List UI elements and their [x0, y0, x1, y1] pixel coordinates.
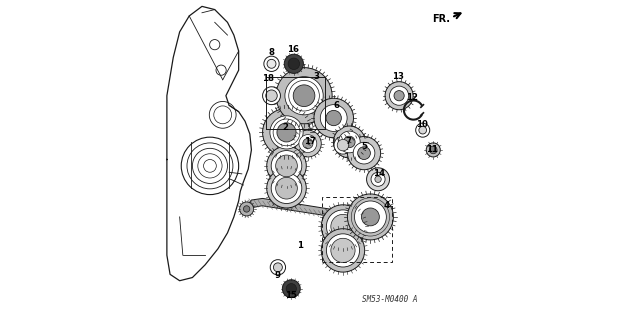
Text: 10: 10 — [416, 120, 428, 129]
Circle shape — [358, 147, 371, 160]
Circle shape — [262, 87, 280, 105]
Circle shape — [362, 208, 380, 226]
Circle shape — [334, 136, 352, 154]
Circle shape — [276, 155, 298, 177]
Circle shape — [344, 136, 355, 148]
FancyArrowPatch shape — [454, 13, 461, 18]
Circle shape — [267, 168, 307, 208]
Circle shape — [277, 123, 296, 142]
Text: 13: 13 — [392, 72, 404, 81]
Text: 5: 5 — [362, 142, 367, 151]
Circle shape — [285, 77, 323, 115]
Circle shape — [367, 168, 390, 191]
Text: 16: 16 — [287, 45, 299, 54]
Circle shape — [375, 176, 381, 182]
Circle shape — [348, 194, 394, 240]
Circle shape — [299, 135, 317, 152]
Circle shape — [314, 98, 353, 138]
Text: FR.: FR. — [432, 13, 450, 24]
Circle shape — [339, 131, 360, 153]
Circle shape — [282, 280, 300, 298]
Text: 2: 2 — [282, 123, 288, 132]
Text: 12: 12 — [406, 93, 419, 102]
Circle shape — [429, 146, 437, 154]
Circle shape — [243, 206, 250, 212]
Circle shape — [371, 172, 385, 186]
Circle shape — [271, 173, 302, 204]
Circle shape — [262, 108, 310, 156]
Circle shape — [394, 91, 404, 101]
Text: 6: 6 — [333, 101, 340, 110]
Circle shape — [273, 263, 282, 272]
Text: 17: 17 — [304, 137, 316, 146]
Text: 8: 8 — [269, 48, 275, 57]
Circle shape — [416, 123, 429, 137]
Text: 4: 4 — [384, 201, 390, 210]
Polygon shape — [246, 198, 355, 225]
Circle shape — [331, 238, 355, 263]
Circle shape — [267, 59, 276, 68]
Circle shape — [294, 130, 321, 157]
Circle shape — [266, 90, 277, 101]
Circle shape — [355, 201, 387, 233]
Circle shape — [270, 116, 303, 149]
Circle shape — [288, 58, 300, 70]
Text: 3: 3 — [314, 72, 320, 81]
Circle shape — [331, 214, 355, 239]
Circle shape — [321, 229, 365, 272]
Circle shape — [239, 202, 253, 216]
Circle shape — [333, 126, 365, 158]
Circle shape — [276, 177, 298, 199]
Circle shape — [337, 139, 349, 151]
Bar — [322, 197, 392, 262]
Circle shape — [426, 143, 440, 157]
Circle shape — [303, 138, 313, 149]
Circle shape — [326, 110, 341, 126]
Circle shape — [267, 146, 307, 186]
Circle shape — [320, 105, 347, 131]
Text: 9: 9 — [275, 271, 281, 280]
Text: SM53-M0400 A: SM53-M0400 A — [362, 295, 418, 304]
Text: 18: 18 — [262, 74, 275, 83]
Circle shape — [276, 68, 332, 124]
Text: 14: 14 — [373, 169, 385, 178]
Circle shape — [286, 284, 296, 294]
Circle shape — [326, 234, 360, 267]
Circle shape — [271, 151, 302, 181]
Circle shape — [284, 54, 303, 73]
Text: 11: 11 — [426, 145, 438, 154]
Circle shape — [385, 82, 413, 110]
Circle shape — [326, 210, 360, 243]
Text: 15: 15 — [285, 291, 297, 300]
Circle shape — [270, 260, 285, 275]
Circle shape — [321, 205, 365, 248]
Circle shape — [293, 85, 315, 107]
Circle shape — [419, 126, 426, 134]
Circle shape — [348, 137, 381, 170]
Circle shape — [390, 86, 409, 105]
Circle shape — [353, 142, 375, 164]
Text: 1: 1 — [297, 241, 303, 250]
Text: 7: 7 — [345, 137, 351, 146]
Circle shape — [264, 56, 279, 71]
